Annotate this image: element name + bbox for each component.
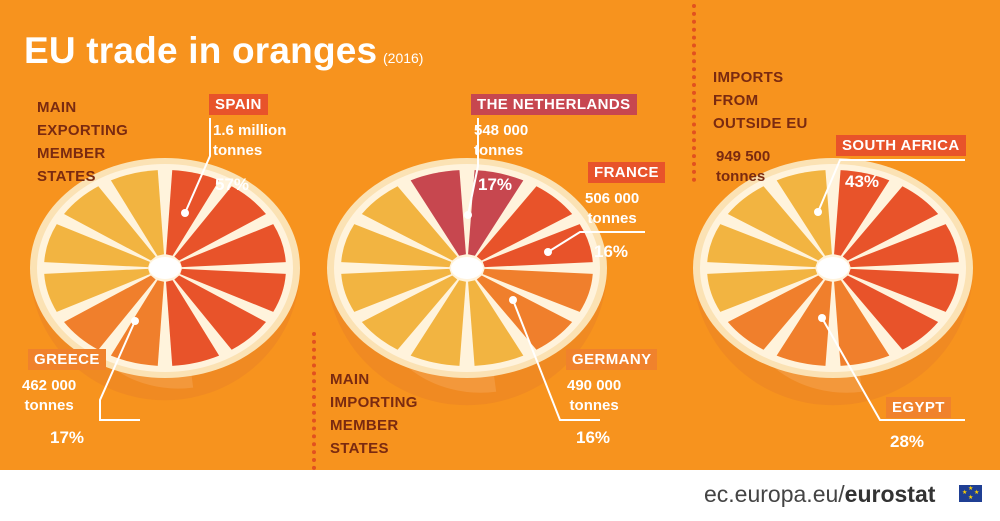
leader-germany (512, 299, 600, 421)
footer-site: ec.europa.eu/ (704, 481, 845, 507)
leader-france (547, 231, 645, 253)
orange-export-segment (180, 268, 286, 312)
orange-export-segment (44, 224, 150, 268)
label-greece: GREECE (28, 349, 106, 370)
orange-outside-segment (727, 186, 824, 261)
orange-outside-segment (707, 268, 818, 312)
label-egypt: EGYPT (886, 397, 951, 418)
pct-france: 16% (594, 242, 629, 261)
orange-outside-segment (834, 170, 890, 256)
divider-dots-right (692, 4, 696, 182)
amount-spain: 1.6 million tonnes (213, 122, 287, 159)
leader-spain (184, 118, 211, 214)
pct-germany: 16% (576, 428, 611, 447)
footer-brand: eurostat (844, 481, 936, 507)
outside-total: 949 500 tonnes (716, 148, 771, 185)
pct-netherlands: 17% (478, 175, 513, 194)
label-netherlands: THE NETHERLANDS (471, 94, 637, 115)
orange-import-segment (468, 280, 524, 366)
leader-germany-dot (509, 296, 517, 304)
orange-export-segment (174, 186, 266, 261)
pct-south-africa: 43% (845, 172, 880, 191)
orange-import-segment (410, 170, 466, 256)
orange-import-segment (468, 170, 524, 256)
orange-import-segment (482, 268, 593, 312)
orange-export-segment (180, 224, 286, 268)
amount-germany: 490 000 tonnes (567, 377, 622, 414)
orange-export-segment (174, 275, 266, 350)
amount-netherlands: 548 000 tonnes (474, 122, 529, 159)
orange-export-segment (110, 170, 164, 256)
footer-url[interactable]: ec.europa.eu/eurostat (704, 481, 935, 508)
footer (0, 470, 1000, 521)
amount-greece: 462 000 tonnes (22, 377, 77, 414)
leader-south-africa-dot (814, 208, 822, 216)
pct-greece: 17% (50, 428, 85, 447)
eu-flag-icon: ★ ★ ★ ★ (959, 485, 982, 502)
orange-outside-segment (842, 275, 939, 350)
orange-outside-segment (842, 186, 939, 261)
orange-export-core (149, 257, 181, 279)
orange-import-segment (410, 280, 466, 366)
label-germany: GERMANY (566, 349, 658, 370)
leader-south-africa (817, 159, 965, 213)
orange-import-segment (476, 186, 573, 261)
leader-egypt (821, 317, 965, 421)
leader-egypt-dot (818, 314, 826, 322)
orange-outside-segment (834, 280, 890, 366)
label-spain: SPAIN (209, 94, 268, 115)
leader-greece (99, 320, 140, 421)
amount-france: 506 000 tonnes (585, 190, 640, 227)
orange-import-core (451, 257, 483, 279)
orange-export-segment (64, 275, 156, 350)
pct-spain: 57% (215, 175, 250, 194)
orange-import-segment (341, 268, 452, 312)
pct-egypt: 28% (890, 432, 925, 451)
leader-spain-dot (181, 209, 189, 217)
leader-greece-dot (131, 317, 139, 325)
label-south-africa: SOUTH AFRICA (836, 135, 966, 156)
orange-export-segment (44, 268, 150, 312)
orange-outside-segment (776, 280, 832, 366)
export-section-title: MAIN EXPORTING MEMBER STATES (37, 99, 129, 185)
orange-import-segment (361, 186, 458, 261)
year-label: (2016) (383, 50, 424, 66)
oranges-art (30, 118, 973, 421)
outside-section-title: IMPORTS FROM OUTSIDE EU (713, 69, 808, 132)
leader-netherlands-dot (464, 211, 472, 219)
orange-outside-segment (848, 268, 959, 312)
orange-import-segment (341, 224, 452, 268)
orange-outside-segment (727, 275, 824, 350)
divider-dots-left (312, 332, 316, 470)
orange-outside-segment (776, 170, 832, 256)
orange-outside-segment (707, 224, 818, 268)
label-france: FRANCE (588, 162, 665, 183)
orange-export-segment (166, 170, 220, 256)
orange-export-segment (64, 186, 156, 261)
leader-france-dot (544, 248, 552, 256)
orange-outside-core (817, 257, 849, 279)
chart-title: EU trade in oranges (24, 30, 378, 71)
leader-netherlands (467, 118, 479, 216)
orange-outside-segment (848, 224, 959, 268)
orange-import-segment (476, 275, 573, 350)
orange-import-segment (482, 224, 593, 268)
orange-import-segment (361, 275, 458, 350)
import-section-title: MAIN IMPORTING MEMBER STATES (330, 371, 418, 457)
orange-export-segment (166, 280, 220, 366)
